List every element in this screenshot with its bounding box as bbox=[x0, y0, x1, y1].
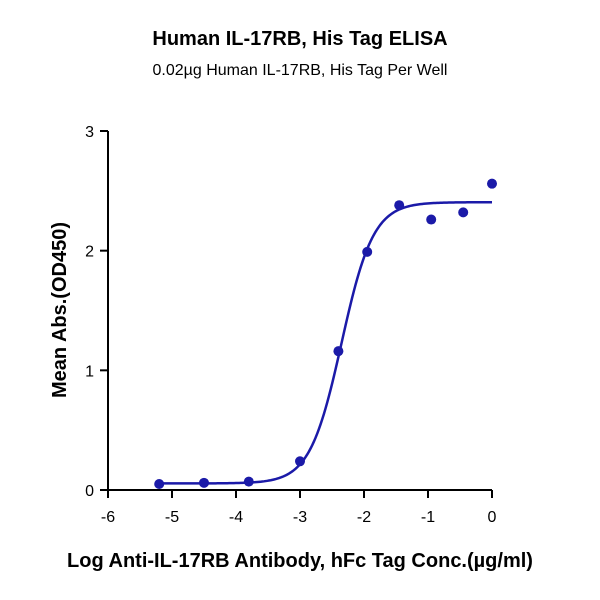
data-point bbox=[199, 477, 209, 488]
x-tick-label: -5 bbox=[165, 509, 179, 526]
x-tick-label: -6 bbox=[101, 509, 115, 526]
data-point bbox=[426, 214, 437, 225]
x-tick-label: -1 bbox=[421, 509, 435, 526]
x-tick-label: 0 bbox=[488, 509, 497, 526]
chart-subtitle: 0.02µg Human IL-17RB, His Tag Per Well bbox=[152, 62, 448, 79]
data-points bbox=[154, 178, 497, 490]
fit-curve bbox=[159, 200, 493, 485]
data-point bbox=[487, 178, 497, 189]
chart-title: Human IL-17RB, His Tag ELISA bbox=[152, 28, 448, 50]
x-tick-label: -4 bbox=[229, 509, 243, 526]
x-tick-label: -3 bbox=[293, 509, 307, 526]
data-point bbox=[362, 246, 373, 257]
axes bbox=[107, 131, 492, 491]
data-point bbox=[295, 456, 305, 467]
x-axis-label: Log Anti-IL-17RB Antibody, hFc Tag Conc.… bbox=[67, 550, 533, 572]
data-point bbox=[458, 207, 469, 218]
data-point bbox=[154, 479, 165, 490]
y-tick-label: 1 bbox=[85, 363, 94, 380]
y-ticks: 0 1 2 3 bbox=[85, 124, 108, 500]
y-tick-label: 0 bbox=[85, 483, 94, 500]
y-tick-label: 2 bbox=[85, 244, 94, 261]
x-ticks: -6 -5 -4 -3 -2 -1 0 bbox=[101, 490, 497, 526]
data-point bbox=[243, 476, 254, 487]
data-point bbox=[333, 346, 344, 357]
y-axis-label: Mean Abs.(OD450) bbox=[49, 222, 71, 398]
data-point bbox=[394, 200, 405, 211]
x-tick-label: -2 bbox=[357, 509, 371, 526]
y-tick-label: 3 bbox=[85, 124, 94, 141]
